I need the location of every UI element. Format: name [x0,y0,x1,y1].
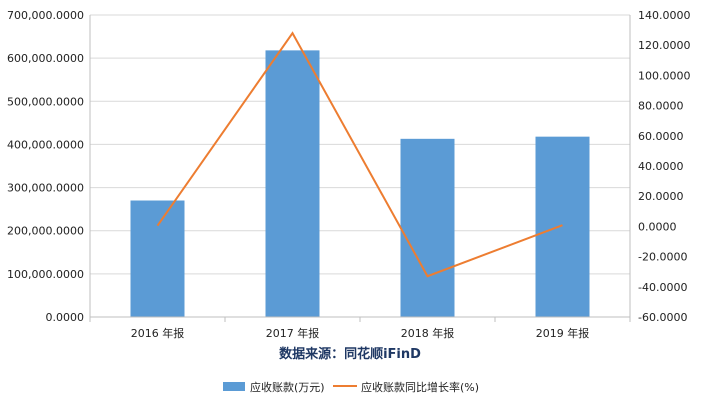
left-tick-label: 300,000.0000 [7,182,84,195]
left-tick-label: 400,000.0000 [7,138,84,151]
bar [400,138,455,317]
right-tick-label: -60.0000 [638,311,687,324]
bar-series [130,50,590,318]
source-note: 数据来源：同花顺iFinD [279,346,421,362]
left-tick-label: 500,000.0000 [7,95,84,108]
x-axis-labels: 2016 年报 2017 年报 2018 年报 2019 年报 [131,326,590,340]
right-tick-label: 20.0000 [638,190,684,203]
right-tick-label: -20.0000 [638,251,687,264]
right-tick-label: 120.0000 [638,39,691,52]
legend-swatch-bar [223,382,245,391]
axes [89,15,631,322]
bar [265,50,320,318]
growth-rate-line [156,31,563,278]
left-tick-label: 600,000.0000 [7,52,84,65]
right-tick-label: 0.0000 [638,220,677,233]
bar [535,136,590,317]
left-tick-label: 0.0000 [46,311,85,324]
legend-label-bar: 应收账款(万元) [250,380,325,394]
right-y-axis-labels: -60.0000 -40.0000 -20.0000 0.0000 20.0000 40.… [638,9,691,324]
legend-label-line: 应收账款同比增长率(%) [361,380,479,394]
x-tick-label: 2018 年报 [401,326,455,340]
left-tick-label: 100,000.0000 [7,268,84,281]
x-tick-label: 2019 年报 [536,326,590,340]
right-tick-label: 40.0000 [638,160,684,173]
legend: 应收账款(万元) 应收账款同比增长率(%) [223,380,479,394]
left-tick-label: 700,000.0000 [7,9,84,22]
right-tick-label: 60.0000 [638,130,684,143]
x-tick-label: 2016 年报 [131,326,185,340]
left-tick-label: 200,000.0000 [7,225,84,238]
x-tick-label: 2017 年报 [266,326,320,340]
right-tick-label: 100.0000 [638,69,691,82]
bar [130,200,185,317]
left-y-axis-labels: 0.0000 100,000.0000 200,000.0000 300,000.00… [7,9,84,324]
right-tick-label: 80.0000 [638,100,684,113]
right-tick-label: 140.0000 [638,9,691,22]
right-tick-label: -40.0000 [638,281,687,294]
line-series [156,31,563,278]
